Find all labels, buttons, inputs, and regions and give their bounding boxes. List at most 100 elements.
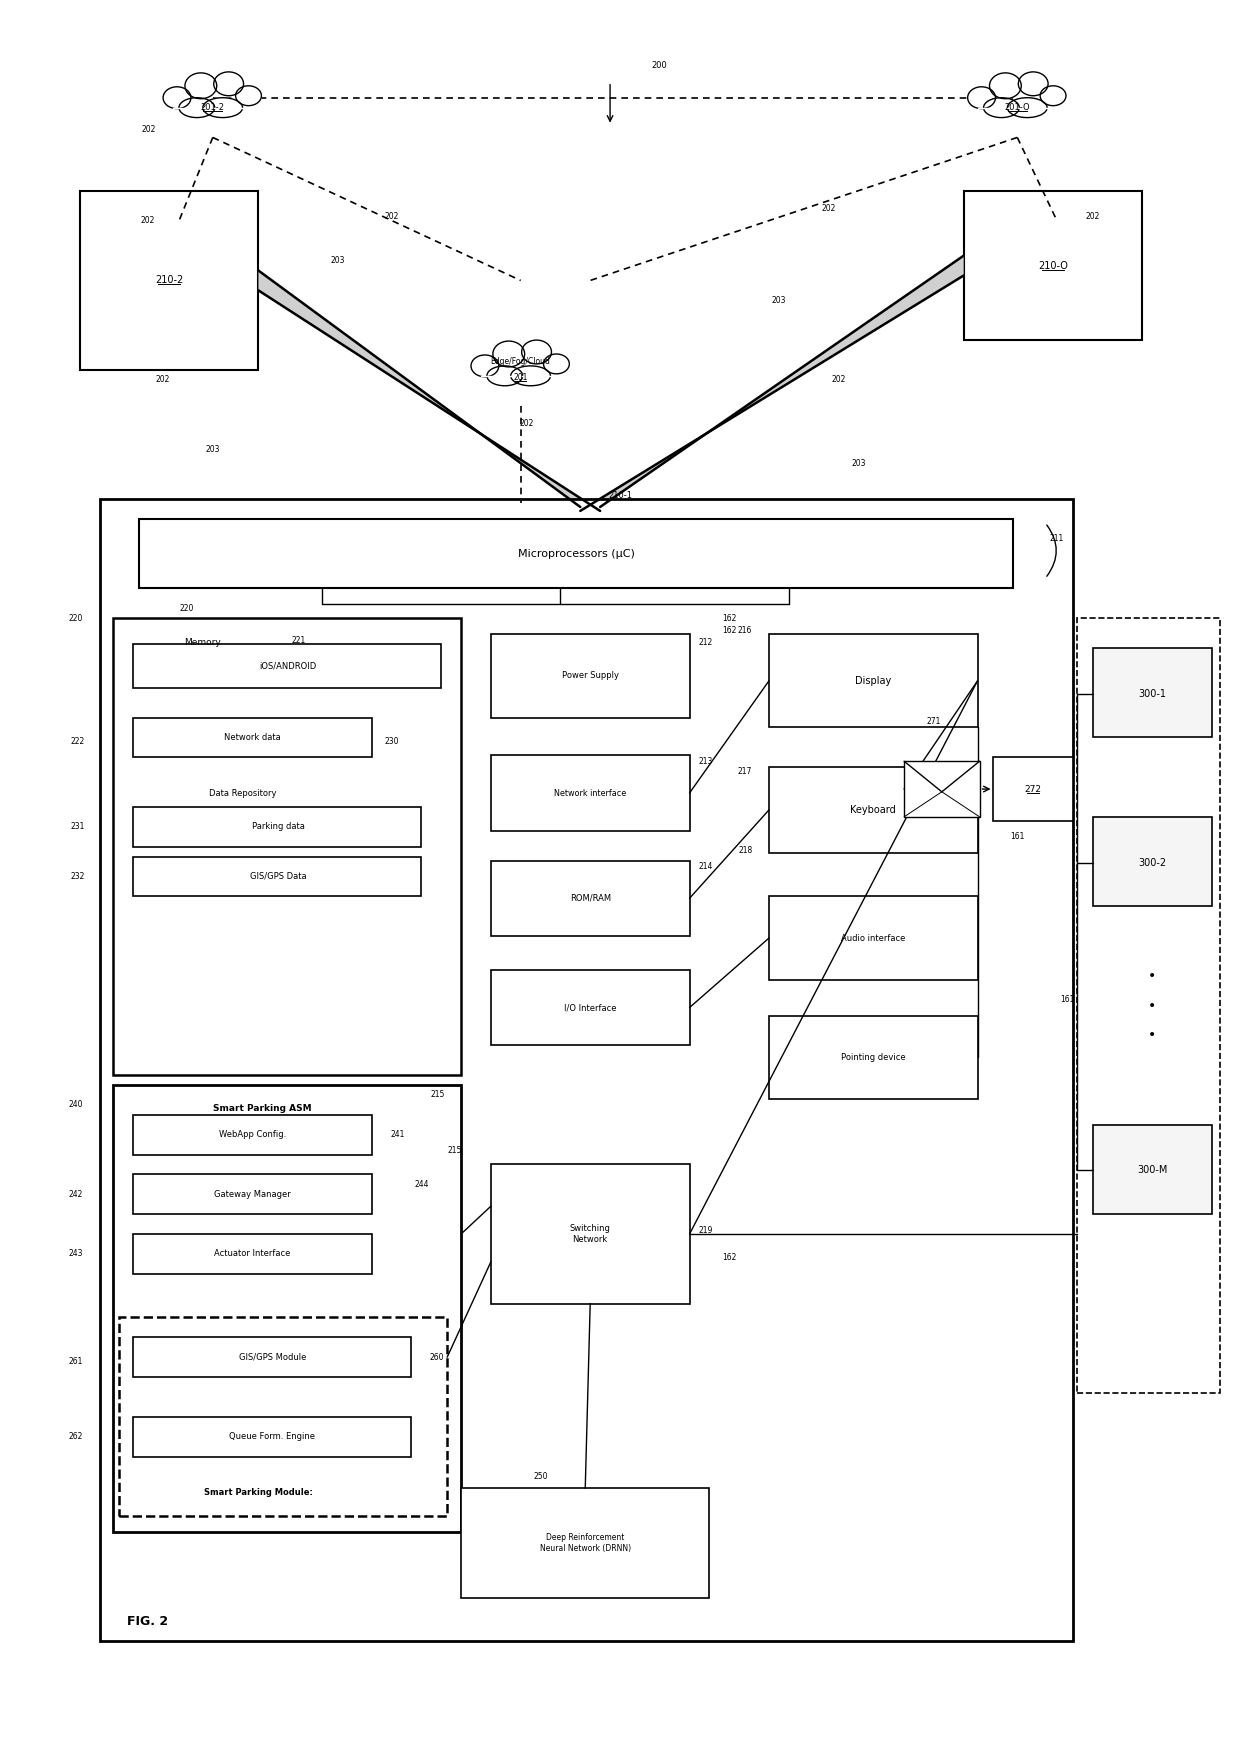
Bar [491, 1164, 689, 1303]
Text: 203: 203 [206, 445, 219, 453]
Text: 262: 262 [68, 1431, 83, 1442]
Text: 220: 220 [180, 604, 195, 613]
Bar [491, 756, 689, 830]
Text: Smart Parking Module:: Smart Parking Module: [205, 1489, 312, 1497]
Bar [1092, 816, 1211, 907]
Bar [963, 191, 1142, 340]
Text: 231: 231 [71, 822, 84, 832]
Text: 261: 261 [68, 1357, 83, 1365]
Text: Display: Display [856, 676, 892, 686]
Bar [133, 644, 441, 688]
Text: 242: 242 [68, 1190, 83, 1199]
Text: 212: 212 [698, 637, 713, 646]
Ellipse shape [1018, 71, 1048, 96]
Text: 161: 161 [1060, 995, 1074, 1004]
Bar [769, 896, 977, 980]
Text: iOS/ANDROID: iOS/ANDROID [259, 662, 317, 670]
Bar [133, 1233, 372, 1273]
Ellipse shape [522, 340, 552, 365]
Bar [79, 191, 258, 370]
Text: 216: 216 [738, 625, 753, 634]
Text: 202: 202 [384, 212, 399, 221]
Text: •: • [1148, 1028, 1157, 1042]
Text: 200: 200 [652, 61, 667, 71]
Text: •: • [1148, 969, 1157, 983]
Bar [769, 768, 977, 853]
Bar [133, 717, 372, 757]
Text: 202: 202 [831, 375, 846, 384]
Text: Audio interface: Audio interface [841, 933, 905, 943]
Text: Deep Reinforcement
Neural Network (DRNN): Deep Reinforcement Neural Network (DRNN) [539, 1534, 631, 1553]
Text: 161: 161 [1011, 832, 1024, 841]
Text: Power Supply: Power Supply [562, 670, 619, 681]
Text: 203: 203 [771, 295, 786, 306]
Bar [133, 1417, 412, 1457]
Ellipse shape [236, 85, 262, 106]
Bar [769, 634, 977, 728]
Text: Data Repository: Data Repository [208, 789, 277, 797]
Polygon shape [258, 271, 600, 511]
Text: 162: 162 [722, 1254, 737, 1263]
Text: 203: 203 [851, 459, 866, 467]
Text: 300-2: 300-2 [1138, 858, 1167, 867]
Bar [99, 499, 1073, 1641]
Text: 241: 241 [391, 1131, 404, 1139]
Text: Actuator Interface: Actuator Interface [215, 1249, 290, 1258]
Ellipse shape [203, 97, 243, 118]
Text: Network interface: Network interface [554, 789, 626, 797]
Text: 214: 214 [698, 862, 713, 870]
Text: GIS/GPS Data: GIS/GPS Data [250, 872, 306, 881]
Ellipse shape [511, 367, 551, 386]
Bar [133, 856, 422, 896]
Text: WebApp Config.: WebApp Config. [219, 1131, 286, 1139]
Text: 201-2: 201-2 [201, 102, 224, 113]
Text: 222: 222 [71, 736, 84, 745]
Text: 219: 219 [698, 1226, 713, 1235]
Bar [133, 1115, 372, 1155]
Bar [139, 519, 1013, 589]
Text: ROM/RAM: ROM/RAM [569, 895, 611, 903]
Bar [113, 1086, 461, 1532]
Bar [491, 634, 689, 717]
Text: 243: 243 [68, 1249, 83, 1258]
Text: Queue Form. Engine: Queue Form. Engine [229, 1431, 315, 1442]
Bar [461, 1489, 709, 1598]
Text: 271: 271 [926, 717, 941, 726]
Text: 201-O: 201-O [1004, 102, 1030, 113]
Bar [904, 761, 980, 816]
Text: 213: 213 [698, 757, 713, 766]
Text: 220: 220 [68, 613, 83, 622]
Text: 203: 203 [331, 255, 345, 266]
Text: Switching
Network: Switching Network [569, 1225, 610, 1244]
Text: 217: 217 [738, 766, 753, 776]
Ellipse shape [213, 71, 243, 96]
Bar [769, 1016, 977, 1100]
Text: 300-1: 300-1 [1138, 688, 1167, 698]
Bar [133, 1337, 412, 1377]
Bar [1092, 648, 1211, 738]
Ellipse shape [543, 354, 569, 373]
Text: 240: 240 [68, 1101, 83, 1110]
Bar [133, 1174, 372, 1214]
Ellipse shape [164, 87, 191, 109]
Text: 232: 232 [71, 872, 84, 881]
Bar [1092, 1126, 1211, 1214]
Ellipse shape [1007, 97, 1047, 118]
Ellipse shape [492, 340, 525, 367]
Text: 202: 202 [821, 205, 836, 214]
Bar [113, 618, 461, 1075]
Text: 162: 162 [722, 613, 737, 622]
Text: Memory: Memory [185, 637, 221, 646]
Ellipse shape [179, 97, 215, 118]
Text: 215: 215 [448, 1146, 463, 1155]
Text: 202: 202 [520, 419, 533, 427]
Text: 260: 260 [430, 1353, 444, 1362]
Text: 244: 244 [414, 1179, 429, 1188]
Text: Gateway Manager: Gateway Manager [215, 1190, 291, 1199]
Text: 218: 218 [738, 846, 753, 855]
Text: Pointing device: Pointing device [841, 1053, 905, 1061]
Text: 202: 202 [143, 125, 156, 134]
Bar [491, 860, 689, 936]
Text: Edge/Fog/Cloud: Edge/Fog/Cloud [491, 358, 551, 367]
Ellipse shape [487, 367, 522, 386]
